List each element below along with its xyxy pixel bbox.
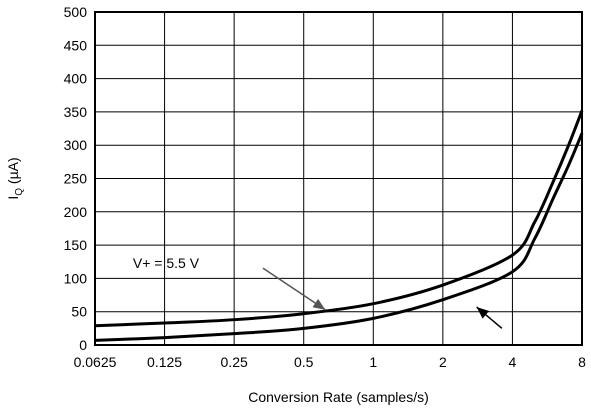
series-line-1 [94,110,584,328]
x-tick-label: 4 [509,354,517,370]
y-tick-labels: 0 50 100 150 200 250 300 350 400 450 500 [64,4,88,353]
y-tick-label: 350 [64,104,88,120]
x-tick-labels: 0.0625 0.125 0.25 0.5 1 2 4 8 [74,354,587,370]
y-tick-label: 450 [64,37,88,53]
x-tick-label: 0.5 [294,354,314,370]
x-tick-label: 0.0625 [74,354,117,370]
y-axis-title: IQ (µA) [5,157,25,199]
plot-frame [94,11,583,346]
x-tick-label: 0.125 [147,354,182,370]
grid [94,11,583,346]
annotation-arrow-2-head [476,307,490,319]
series-group [94,110,584,342]
annotation-label: V+ = 5.5 V [133,255,200,271]
annotation-arrow-1-head [312,298,326,310]
x-tick-label: 8 [578,354,586,370]
x-tick-label: 0.25 [221,354,248,370]
y-tick-label: 0 [79,337,87,353]
y-tick-label: 400 [64,71,88,87]
x-tick-label: 1 [369,354,377,370]
y-axis-title-sub: Q [14,188,25,196]
y-tick-label: 500 [64,4,88,20]
series-line-2 [94,132,584,342]
y-axis-title-main: I [5,196,21,200]
y-tick-label: 300 [64,137,88,153]
y-axis-title-unit: (µA) [5,157,21,188]
y-tick-label: 150 [64,237,88,253]
annotations: V+ = 5.5 V [133,255,503,329]
annotation-arrow-1-line [262,267,326,311]
y-tick-label: 100 [64,270,88,286]
x-tick-label: 2 [439,354,447,370]
y-tick-label: 200 [64,204,88,220]
y-tick-label: 250 [64,171,88,187]
y-tick-label: 50 [71,304,87,320]
x-axis-title: Conversion Rate (samples/s) [248,389,429,405]
